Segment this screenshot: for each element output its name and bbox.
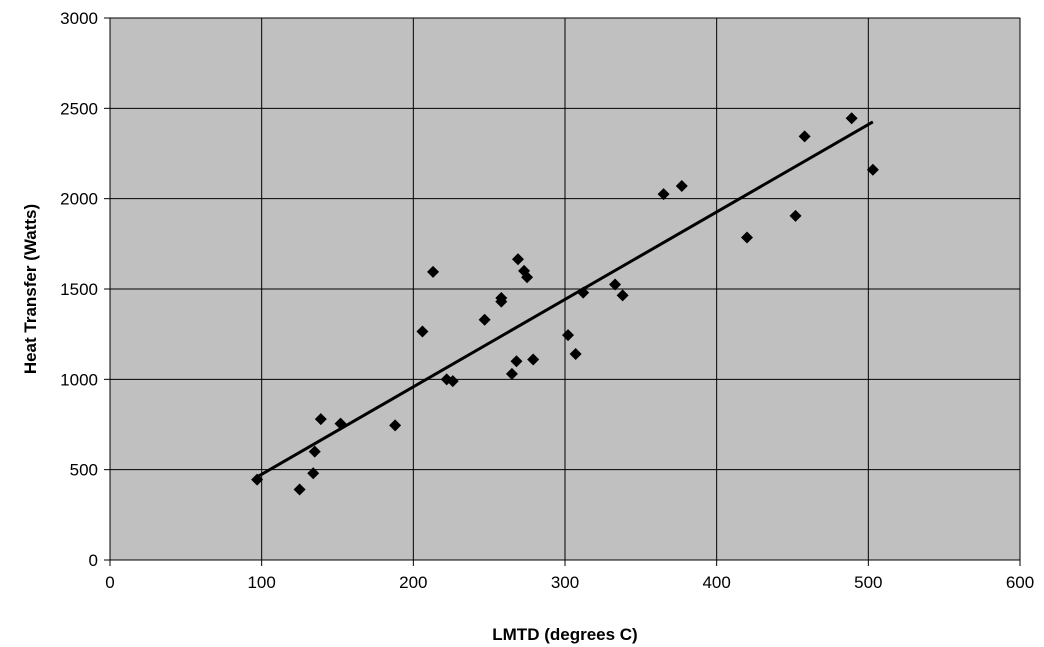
data-point: [521, 271, 534, 284]
x-tick-label: 300: [551, 573, 579, 592]
data-point: [616, 289, 629, 302]
data-point: [789, 209, 802, 222]
data-point: [478, 313, 491, 326]
data-point: [495, 295, 508, 308]
y-tick-label: 1500: [60, 280, 98, 299]
y-axis-title: Heat Transfer (Watts): [21, 204, 40, 374]
x-tick-label: 0: [105, 573, 114, 592]
y-tick-label: 3000: [60, 9, 98, 28]
y-tick-label: 0: [89, 551, 98, 570]
y-tick-label: 1000: [60, 370, 98, 389]
x-tick-label: 200: [399, 573, 427, 592]
data-points: [251, 112, 879, 496]
data-point: [307, 467, 320, 480]
x-tick-labels: 0 100 200 300 400 500 600: [105, 573, 1034, 592]
x-tick-label: 400: [702, 573, 730, 592]
x-tick-label: 100: [247, 573, 275, 592]
y-tick-labels: 0 500 1000 1500 2000 2500 3000: [60, 9, 98, 570]
y-tick-label: 500: [70, 461, 98, 480]
trendline: [256, 120, 874, 479]
data-point: [798, 130, 811, 143]
data-point: [389, 419, 402, 432]
x-tick-label: 500: [854, 573, 882, 592]
data-point: [845, 112, 858, 125]
data-point: [251, 473, 264, 486]
data-point: [866, 163, 879, 176]
y-tick-label: 2500: [60, 99, 98, 118]
data-point: [511, 253, 524, 266]
data-point: [527, 353, 540, 366]
x-axis-title: LMTD (degrees C): [492, 625, 637, 644]
data-point: [308, 445, 321, 458]
data-point: [562, 329, 575, 342]
data-point: [293, 483, 306, 496]
data-point: [577, 286, 590, 299]
data-point: [427, 265, 440, 278]
axes: [104, 17, 1021, 566]
data-point: [446, 375, 459, 388]
trendline-layer: [256, 120, 874, 479]
data-point: [334, 417, 347, 430]
data-point: [675, 180, 688, 193]
data-point: [505, 367, 518, 380]
data-point: [741, 231, 753, 244]
data-point: [657, 188, 670, 201]
x-tick-label: 600: [1006, 573, 1034, 592]
data-point: [569, 348, 582, 361]
data-point: [416, 325, 429, 338]
data-point: [510, 355, 523, 368]
y-tick-label: 2000: [60, 190, 98, 209]
data-point: [609, 278, 622, 291]
data-point: [314, 413, 327, 426]
